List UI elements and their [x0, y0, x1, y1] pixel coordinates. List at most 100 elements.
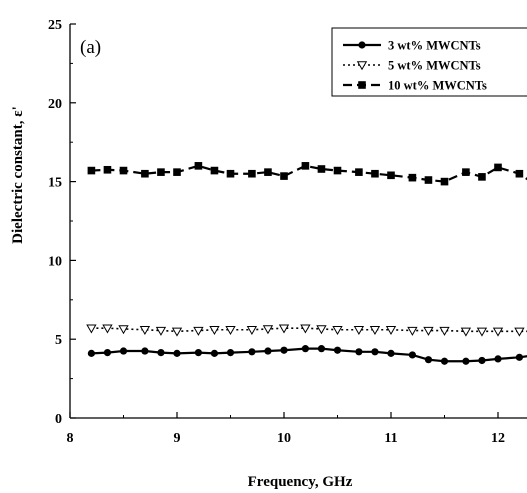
data-point	[264, 347, 272, 355]
legend-marker	[356, 61, 368, 71]
legend-marker	[358, 41, 366, 49]
x-tick-label: 10	[277, 431, 291, 446]
legend-label: 3 wt% MWCNTs	[388, 39, 481, 53]
data-point	[173, 168, 181, 176]
data-point	[119, 347, 128, 355]
data-point	[478, 356, 486, 365]
data-point	[355, 168, 363, 176]
axes: 0 5 10 15 20 25 8 9 10 11 12	[48, 18, 527, 446]
data-point	[301, 162, 310, 170]
series-line	[91, 327, 527, 333]
data-point	[102, 324, 113, 334]
data-point	[460, 327, 472, 337]
data-point	[515, 169, 524, 178]
data-point	[316, 325, 327, 335]
data-point	[226, 169, 235, 178]
data-point	[514, 327, 525, 337]
x-tick-label: 9	[174, 431, 181, 446]
data-point	[408, 173, 417, 182]
legend-label: 5 wt% MWCNTs	[388, 59, 481, 73]
x-tick-label: 12	[491, 431, 505, 446]
data-point	[141, 347, 149, 355]
y-tick-label: 20	[48, 97, 62, 112]
data-point	[210, 166, 219, 175]
data-point	[103, 348, 112, 357]
data-point	[155, 326, 167, 336]
data-point	[424, 176, 433, 184]
data-point	[194, 348, 202, 357]
data-point	[494, 355, 502, 363]
data-point	[193, 326, 204, 336]
data-point	[440, 357, 449, 365]
data-point	[317, 345, 326, 353]
data-point	[407, 326, 418, 336]
data-point	[478, 173, 486, 181]
data-point	[492, 327, 504, 337]
data-point	[278, 324, 290, 334]
x-tick-label: 8	[67, 431, 74, 446]
data-point	[141, 169, 149, 178]
data-point	[209, 326, 220, 336]
data-point	[371, 348, 379, 356]
data-point	[408, 351, 416, 359]
y-tick-label: 15	[48, 176, 62, 191]
data-point	[225, 326, 236, 336]
data-point	[387, 349, 395, 357]
data-point	[440, 177, 449, 186]
data-point	[462, 168, 470, 176]
legend-marker	[358, 81, 366, 89]
data-point	[226, 348, 235, 357]
data-point	[87, 349, 95, 357]
data-point	[194, 162, 203, 170]
panel-label: (a)	[80, 37, 101, 58]
data-point	[439, 326, 450, 336]
data-point	[246, 326, 258, 336]
series-1	[87, 345, 527, 365]
x-tick-label: 11	[384, 431, 397, 446]
y-tick-label: 10	[48, 254, 62, 269]
y-tick-label: 5	[55, 333, 62, 348]
data-point	[476, 327, 488, 337]
data-point	[301, 345, 309, 353]
data-point	[86, 324, 97, 334]
data-point	[385, 326, 397, 336]
data-point	[353, 326, 365, 336]
data-point	[332, 326, 343, 336]
data-point	[173, 349, 181, 357]
series-3	[87, 162, 527, 186]
data-point	[462, 357, 470, 365]
data-point	[157, 348, 165, 357]
data-point	[87, 166, 96, 175]
data-point	[423, 326, 434, 336]
data-point	[264, 168, 272, 176]
data-point	[515, 353, 524, 361]
data-point	[333, 346, 342, 354]
y-axis-title: Dielectric constant, ε'	[10, 106, 26, 244]
data-point	[210, 349, 219, 357]
data-point	[171, 327, 183, 337]
data-point	[280, 172, 288, 180]
data-point	[119, 166, 128, 175]
legend-label: 10 wt% MWCNTs	[388, 79, 487, 93]
series-2	[86, 324, 527, 337]
x-axis-title: Frequency, GHz	[248, 474, 353, 490]
data-point	[139, 326, 151, 336]
data-point	[300, 324, 311, 334]
data-point	[424, 356, 433, 364]
data-point	[333, 166, 342, 175]
data-point	[387, 171, 395, 180]
data-point	[248, 169, 256, 178]
data-point	[355, 348, 363, 356]
y-tick-label: 25	[48, 18, 62, 33]
data-point	[157, 168, 165, 176]
data-point	[494, 163, 502, 172]
data-point	[371, 169, 379, 178]
data-point	[262, 325, 274, 335]
data-point	[369, 326, 381, 336]
data-point	[248, 348, 256, 356]
data-point	[317, 165, 326, 173]
plot-area	[86, 162, 527, 365]
y-tick-label: 0	[55, 412, 62, 427]
data-point	[118, 325, 129, 335]
